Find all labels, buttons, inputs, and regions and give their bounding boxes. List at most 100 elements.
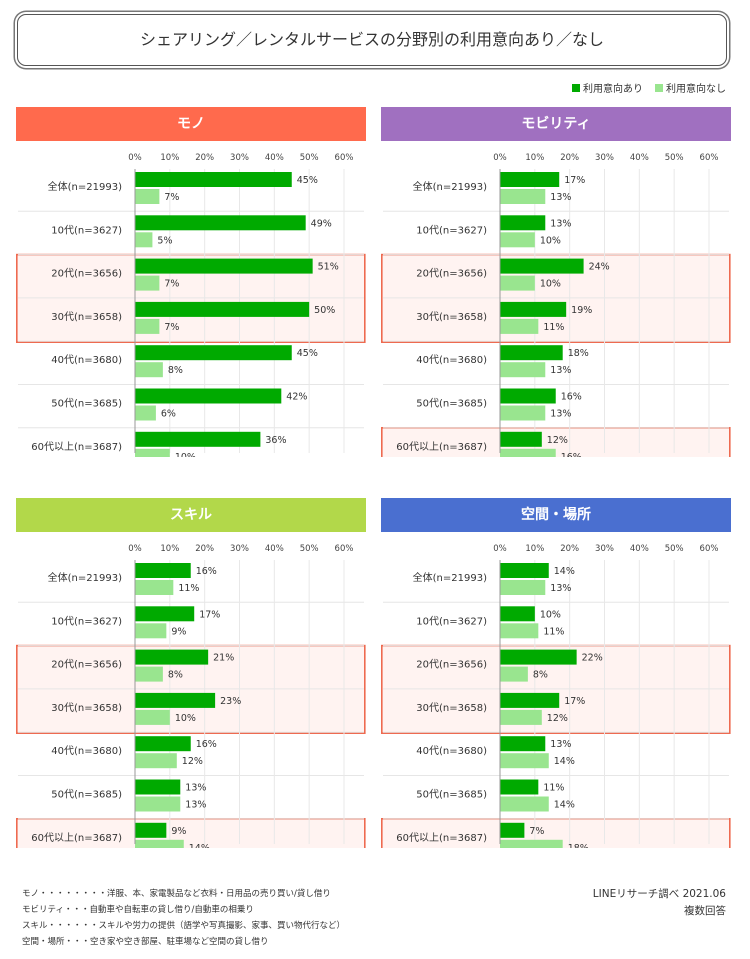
bar-no bbox=[500, 318, 539, 334]
data-label-yes: 51% bbox=[318, 262, 339, 273]
data-label-yes: 23% bbox=[220, 696, 241, 707]
multi-answer-note: 複数回答 bbox=[684, 905, 726, 917]
category-label: 20代(n=3656) bbox=[51, 659, 122, 671]
category-label: 20代(n=3656) bbox=[51, 268, 122, 280]
tick-label: 10% bbox=[160, 153, 179, 163]
bar-yes bbox=[135, 215, 306, 231]
data-label-yes: 50% bbox=[314, 305, 335, 316]
category-label: 50代(n=3685) bbox=[51, 789, 122, 801]
bar-yes bbox=[135, 692, 216, 708]
note-line: スキル・・・・・・スキルや労力の提供（語学や写真撮影、家事、買い物代行など） bbox=[22, 921, 346, 931]
bar-no bbox=[500, 275, 535, 291]
bar-yes bbox=[500, 779, 539, 795]
data-label-no: 7% bbox=[164, 192, 179, 203]
data-label-no: 13% bbox=[550, 192, 571, 203]
category-label: 60代以上(n=3687) bbox=[396, 441, 487, 453]
bar-no bbox=[135, 405, 156, 421]
bar-no bbox=[500, 405, 546, 421]
bar-yes bbox=[135, 736, 191, 752]
data-label-no: 12% bbox=[547, 713, 568, 724]
data-label-yes: 24% bbox=[589, 262, 610, 273]
page-title: シェアリング／レンタルサービスの分野別の利用意向あり／なし bbox=[139, 30, 604, 49]
data-label-no: 13% bbox=[550, 409, 571, 420]
data-label-no: 13% bbox=[550, 583, 571, 594]
bar-yes bbox=[500, 649, 577, 665]
category-label: 50代(n=3685) bbox=[416, 398, 487, 410]
data-label-yes: 36% bbox=[265, 435, 286, 446]
bar-no bbox=[135, 232, 153, 248]
source: LINEリサーチ調べ 2021.06 複数回答 bbox=[593, 886, 726, 920]
tick-label: 50% bbox=[300, 153, 319, 163]
bar-chart: 0% 10% 20% 30% 40% 50% 60% 全体(n=21993) 14% 13% 10代… bbox=[381, 544, 731, 848]
bar-no bbox=[135, 318, 160, 334]
category-label: 40代(n=3680) bbox=[51, 354, 122, 366]
bar-yes bbox=[500, 606, 535, 622]
category-label: 60代以上(n=3687) bbox=[396, 832, 487, 844]
tick-label: 40% bbox=[265, 544, 284, 554]
data-label-no: 8% bbox=[168, 365, 183, 376]
bar-yes bbox=[500, 822, 525, 838]
tick-label: 0% bbox=[493, 153, 507, 163]
category-label: 50代(n=3685) bbox=[416, 789, 487, 801]
bar-yes bbox=[500, 431, 542, 447]
category-label: 20代(n=3656) bbox=[416, 268, 487, 280]
tick-label: 20% bbox=[195, 153, 214, 163]
data-label-yes: 16% bbox=[561, 392, 582, 403]
data-label-no: 8% bbox=[168, 670, 183, 681]
data-label-yes: 18% bbox=[568, 348, 589, 359]
data-label-no: 13% bbox=[185, 800, 206, 811]
bar-no bbox=[135, 189, 160, 204]
tick-label: 20% bbox=[195, 544, 214, 554]
data-label-yes: 21% bbox=[213, 653, 234, 664]
bar-no bbox=[135, 362, 163, 378]
bar-yes bbox=[500, 563, 549, 578]
highlight-box bbox=[381, 426, 731, 457]
category-label: 全体(n=21993) bbox=[48, 180, 122, 193]
bar-yes bbox=[500, 172, 560, 187]
tick-label: 40% bbox=[265, 153, 284, 163]
bar-yes bbox=[500, 692, 560, 708]
data-label-yes: 17% bbox=[564, 175, 585, 186]
bar-chart: 0% 10% 20% 30% 40% 50% 60% 全体(n=21993) 16% 11% 10代… bbox=[16, 544, 366, 848]
bar-yes bbox=[135, 563, 191, 578]
legend-item-yes: 利用意向あり bbox=[572, 80, 643, 95]
bar-no bbox=[500, 580, 546, 595]
chart-panel-mono: モノ 0% 10% 20% 30% 40% 50% 60% 全体(n=21993) 45% 7% 1… bbox=[16, 107, 366, 457]
category-label: 50代(n=3685) bbox=[51, 398, 122, 410]
tick-label: 30% bbox=[230, 153, 249, 163]
bar-no bbox=[500, 623, 539, 639]
panel-header: スキル bbox=[16, 498, 366, 532]
data-label-yes: 12% bbox=[547, 435, 568, 446]
data-label-yes: 11% bbox=[543, 783, 564, 794]
data-label-yes: 45% bbox=[297, 348, 318, 359]
tick-label: 60% bbox=[700, 544, 719, 554]
tick-label: 20% bbox=[560, 153, 579, 163]
data-label-yes: 17% bbox=[564, 696, 585, 707]
category-label: 60代以上(n=3687) bbox=[31, 441, 122, 453]
bar-yes bbox=[135, 172, 292, 187]
data-label-yes: 14% bbox=[554, 566, 575, 577]
panel-header: モノ bbox=[16, 107, 366, 141]
data-label-yes: 13% bbox=[550, 218, 571, 229]
data-label-no: 10% bbox=[175, 713, 196, 724]
bar-no bbox=[500, 709, 542, 725]
data-label-no: 14% bbox=[554, 756, 575, 767]
data-label-no: 8% bbox=[533, 670, 548, 681]
tick-label: 20% bbox=[560, 544, 579, 554]
source-text: LINEリサーチ調べ 2021.06 bbox=[592, 888, 726, 900]
notes: モノ・・・・・・・・洋服、本、家電製品など衣料・日用品の売り買い/貸し借り モビ… bbox=[22, 886, 345, 950]
highlight-box bbox=[16, 817, 366, 848]
category-label: 10代(n=3627) bbox=[51, 615, 122, 627]
category-label: 10代(n=3627) bbox=[416, 615, 487, 627]
bar-no bbox=[500, 362, 546, 378]
title-box: シェアリング／レンタルサービスの分野別の利用意向あり／なし bbox=[17, 14, 727, 66]
data-label-no: 10% bbox=[175, 452, 196, 457]
data-label-yes: 13% bbox=[185, 783, 206, 794]
data-label-yes: 16% bbox=[196, 739, 217, 750]
bar-yes bbox=[135, 431, 261, 447]
category-label: 30代(n=3658) bbox=[51, 311, 122, 323]
category-label: 10代(n=3627) bbox=[51, 224, 122, 236]
bar-no bbox=[135, 580, 174, 595]
data-label-no: 11% bbox=[543, 322, 564, 333]
bar-chart: 0% 10% 20% 30% 40% 50% 60% 全体(n=21993) 45% 7% 10代(… bbox=[16, 153, 366, 457]
